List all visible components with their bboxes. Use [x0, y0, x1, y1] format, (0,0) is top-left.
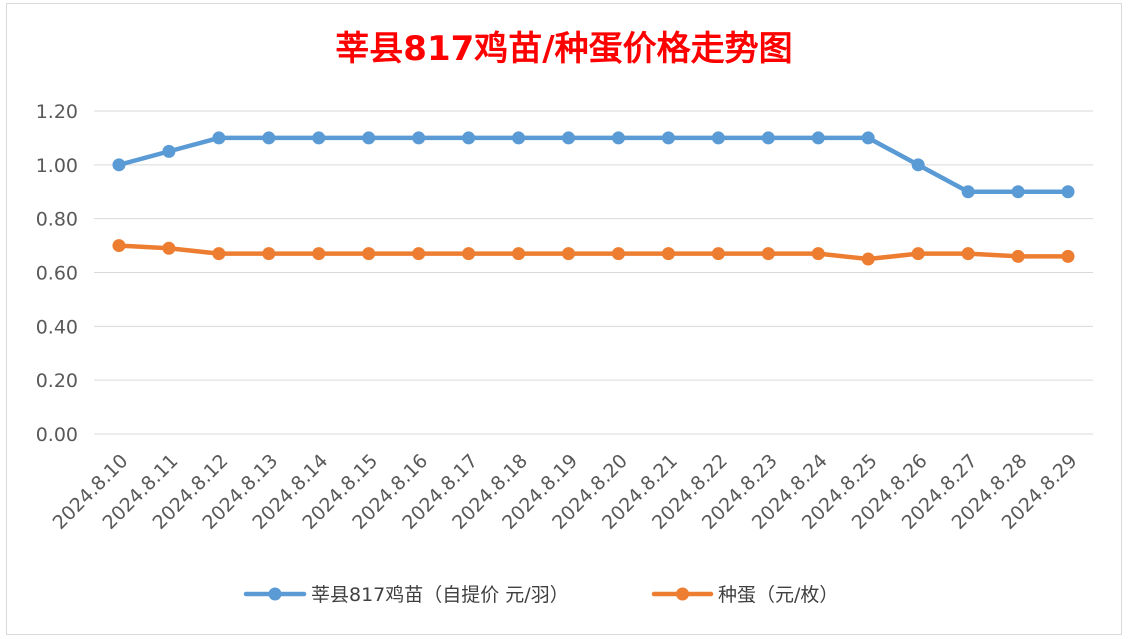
- data-point: [462, 247, 476, 261]
- data-point: [462, 131, 476, 145]
- data-point: [911, 158, 925, 172]
- data-point: [162, 144, 176, 158]
- chart-title: 莘县817鸡苗/种蛋价格走势图: [335, 29, 792, 69]
- y-tick-label: 1.20: [36, 101, 78, 123]
- data-point: [512, 247, 526, 261]
- data-point: [112, 158, 126, 172]
- data-point: [861, 252, 875, 266]
- data-point: [562, 131, 576, 145]
- y-tick-label: 1.00: [36, 155, 78, 177]
- data-point: [112, 239, 126, 253]
- data-point: [212, 247, 226, 261]
- data-point: [562, 247, 576, 261]
- y-tick-label: 0.60: [36, 263, 78, 285]
- data-point: [312, 131, 326, 145]
- data-point: [661, 131, 675, 145]
- data-point: [611, 131, 625, 145]
- chart-frame: [6, 3, 1122, 635]
- data-point: [412, 131, 426, 145]
- data-point: [761, 247, 775, 261]
- data-point: [861, 131, 875, 145]
- data-point: [761, 131, 775, 145]
- data-point: [312, 247, 326, 261]
- data-point: [1061, 249, 1075, 263]
- series-layer: [112, 131, 1075, 266]
- data-point: [1011, 249, 1025, 263]
- data-point: [512, 131, 526, 145]
- legend-item-1: 莘县817鸡苗（自提价 元/羽）: [243, 584, 569, 606]
- y-tick-label: 0.80: [36, 209, 78, 231]
- legend-marker: [676, 587, 689, 601]
- gridlines: [94, 110, 1093, 435]
- data-point: [1061, 185, 1075, 199]
- legend-label: 莘县817鸡苗（自提价 元/羽）: [311, 584, 569, 606]
- data-point: [961, 247, 975, 261]
- data-point: [212, 131, 226, 145]
- data-point: [711, 131, 725, 145]
- series-1: [112, 131, 1075, 199]
- data-point: [412, 247, 426, 261]
- y-tick-label: 0.20: [36, 370, 78, 392]
- legend-item-2: 种蛋（元/枚）: [651, 584, 838, 606]
- y-tick-label: 0.40: [36, 316, 78, 338]
- data-point: [661, 247, 675, 261]
- series-line: [116, 243, 1071, 262]
- legend-marker: [268, 587, 282, 601]
- data-point: [611, 247, 625, 261]
- data-point: [1011, 185, 1025, 199]
- data-point: [362, 131, 376, 145]
- data-point: [711, 247, 725, 261]
- data-point: [262, 131, 276, 145]
- series-2: [112, 239, 1075, 266]
- legend-label: 种蛋（元/枚）: [718, 584, 838, 606]
- data-point: [911, 247, 925, 261]
- series-line: [116, 135, 1071, 194]
- x-axis-ticks: 2024.8.102024.8.112024.8.122024.8.132024…: [49, 450, 1082, 534]
- data-point: [961, 185, 975, 199]
- data-point: [811, 131, 825, 145]
- legend: 莘县817鸡苗（自提价 元/羽） 种蛋（元/枚）: [243, 584, 838, 606]
- data-point: [362, 247, 376, 261]
- y-axis-ticks: 0.00 0.20 0.40 0.60 0.80 1.00 1.20: [36, 101, 78, 446]
- y-tick-label: 0.00: [36, 424, 78, 446]
- data-point: [262, 247, 276, 261]
- data-point: [811, 247, 825, 261]
- data-point: [162, 241, 176, 255]
